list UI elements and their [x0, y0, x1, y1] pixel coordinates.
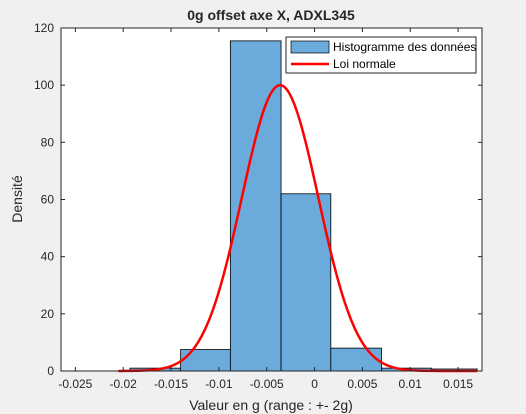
y-tick-label: 60 — [41, 193, 55, 207]
x-tick-label: 0.015 — [443, 377, 473, 391]
histogram-bar-3 — [280, 193, 332, 372]
histogram-bar-4 — [330, 347, 382, 372]
histogram-bar-1 — [180, 349, 231, 372]
y-tick-label: 100 — [34, 78, 54, 92]
x-tick-label: -0.02 — [110, 377, 138, 391]
y-tick-label: 20 — [41, 307, 55, 321]
x-axis-label: Valeur en g (range : +- 2g) — [189, 397, 353, 413]
x-tick-label: -0.01 — [205, 377, 233, 391]
legend: Histogramme des données Loi normale — [285, 36, 477, 74]
x-tick-label: 0.01 — [399, 377, 423, 391]
legend-swatch-histogram — [290, 40, 330, 54]
y-axis-label: Densité — [9, 175, 25, 223]
y-tick-label: 120 — [34, 21, 54, 35]
x-tick-label: -0.015 — [154, 377, 188, 391]
y-axis-ticks: 0 20 40 60 80 100 120 — [34, 21, 482, 378]
x-tick-label: -0.005 — [250, 377, 284, 391]
x-axis-ticks: -0.025 -0.02 -0.015 -0.01 -0.005 0 0.005 0.01 0.… — [58, 28, 473, 391]
y-tick-label: 40 — [41, 250, 55, 264]
x-tick-label: -0.025 — [58, 377, 92, 391]
y-tick-label: 80 — [41, 135, 55, 149]
chart-title: 0g offset axe X, ADXL345 — [187, 7, 355, 23]
legend-label-histogram: Histogramme des données — [333, 40, 476, 54]
x-tick-label: 0.005 — [347, 377, 377, 391]
legend-label-normal: Loi normale — [333, 57, 396, 71]
y-tick-label: 0 — [47, 364, 54, 378]
x-tick-label: 0 — [311, 377, 318, 391]
